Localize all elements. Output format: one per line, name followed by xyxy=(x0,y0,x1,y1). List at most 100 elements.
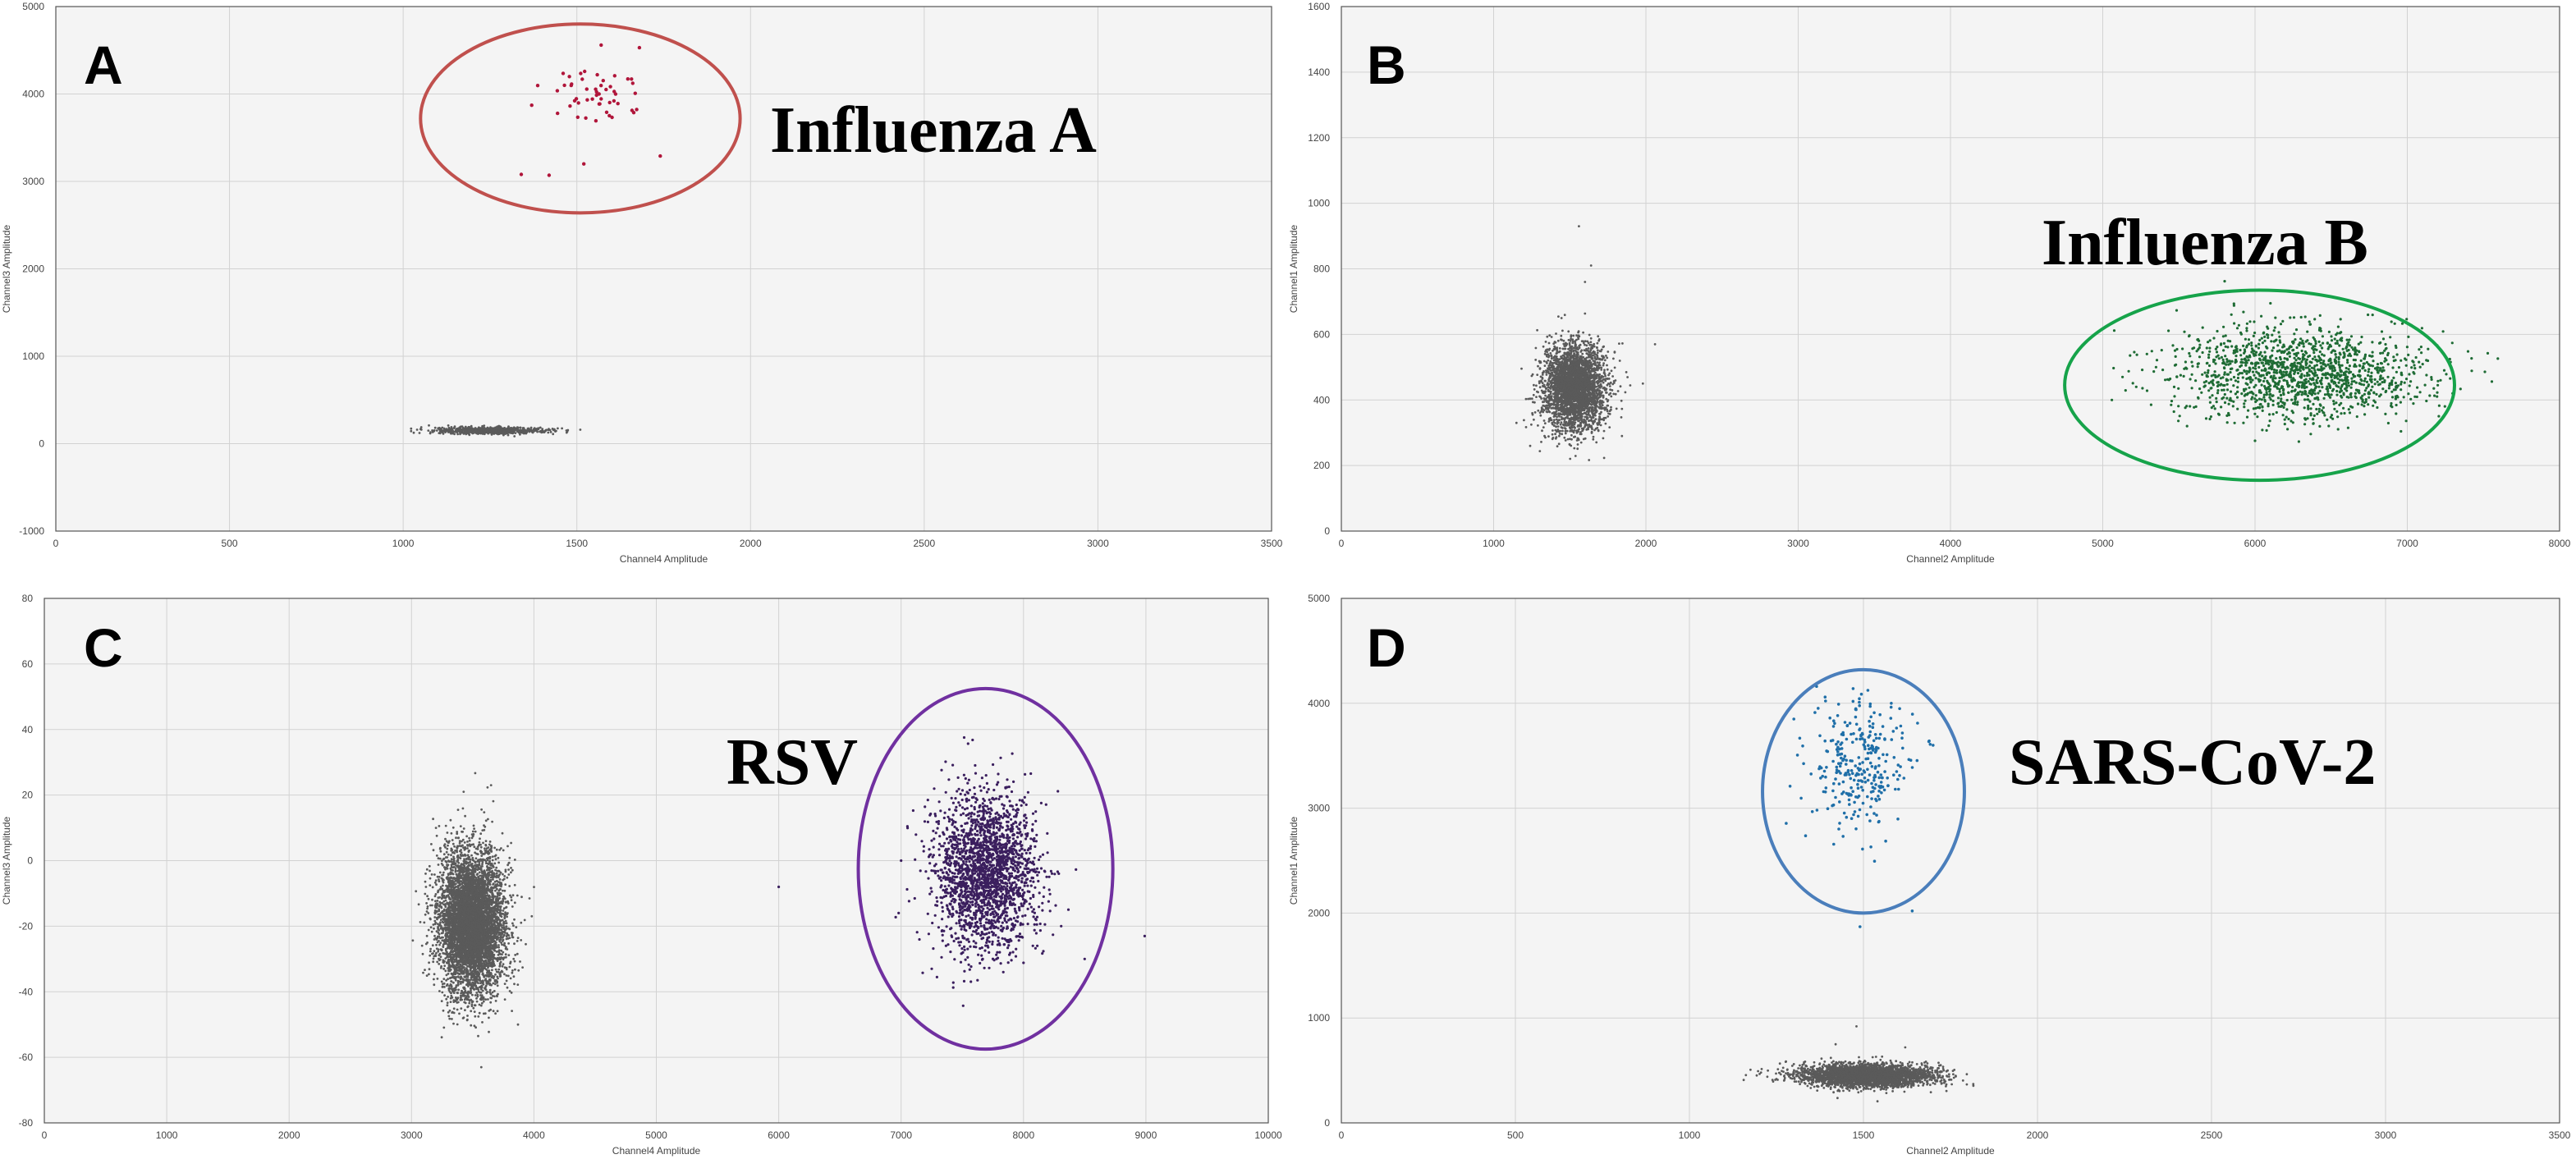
droplet-point xyxy=(2287,391,2290,394)
droplet-point xyxy=(2445,373,2448,376)
droplet-point xyxy=(1542,409,1546,412)
droplet-point xyxy=(1553,387,1556,391)
droplet-point xyxy=(2333,407,2336,410)
droplet-point xyxy=(1578,346,1581,350)
droplet-point xyxy=(2367,370,2370,373)
droplet-point xyxy=(2260,398,2263,401)
droplet-point xyxy=(1557,315,1560,318)
droplet-point xyxy=(1541,382,1544,384)
droplet-point xyxy=(2248,386,2251,389)
droplet-point xyxy=(2343,411,2346,415)
droplet-point xyxy=(1570,426,1574,429)
droplet-point xyxy=(1579,424,1582,427)
droplet-point xyxy=(2271,346,2276,350)
droplet-point xyxy=(2261,355,2264,358)
droplet-point xyxy=(2213,370,2216,373)
droplet-point xyxy=(599,97,603,101)
x-tick-label: 3000 xyxy=(1087,538,1109,549)
droplet-point xyxy=(1565,401,1567,404)
droplet-point xyxy=(2279,323,2283,326)
droplet-point xyxy=(2358,350,2361,354)
droplet-point xyxy=(1542,392,1545,395)
droplet-point xyxy=(489,431,493,433)
droplet-point xyxy=(2358,374,2362,378)
droplet-point xyxy=(1577,348,1579,351)
droplet-point xyxy=(2177,419,2180,423)
droplet-point xyxy=(1591,391,1594,394)
droplet-point xyxy=(2363,389,2367,392)
droplet-point xyxy=(1550,383,1553,385)
droplet-point xyxy=(1536,373,1539,376)
droplet-point xyxy=(1591,410,1594,413)
droplet-point xyxy=(1584,420,1587,424)
droplet-point xyxy=(2222,388,2225,392)
droplet-point xyxy=(448,428,451,431)
droplet-point xyxy=(1578,345,1581,347)
droplet-point xyxy=(2223,401,2227,405)
droplet-point xyxy=(2381,387,2385,391)
droplet-point xyxy=(1610,395,1613,398)
droplet-point xyxy=(1593,382,1596,385)
droplet-point xyxy=(2363,369,2367,372)
droplet-point xyxy=(2260,314,2263,318)
droplet-point xyxy=(2317,368,2320,371)
droplet-point xyxy=(1625,371,1628,373)
droplet-point xyxy=(517,430,520,433)
droplet-point xyxy=(2319,344,2322,347)
droplet-point xyxy=(1597,338,1601,341)
droplet-point xyxy=(1585,363,1588,365)
droplet-point xyxy=(2291,386,2294,389)
droplet-point xyxy=(2408,384,2411,387)
droplet-point xyxy=(1598,394,1602,397)
droplet-point xyxy=(1561,426,1564,429)
droplet-point xyxy=(513,428,516,432)
droplet-point xyxy=(1538,411,1542,415)
droplet-point xyxy=(1606,410,1609,413)
droplet-point xyxy=(1588,333,1591,337)
x-tick-label: 8000 xyxy=(2549,538,2571,549)
droplet-point xyxy=(2271,413,2275,416)
droplet-point xyxy=(1557,391,1560,393)
droplet-point xyxy=(1595,392,1598,395)
droplet-point xyxy=(1570,378,1573,381)
x-tick-label: 2000 xyxy=(1635,538,1657,549)
droplet-point xyxy=(1592,416,1595,419)
droplet-point xyxy=(483,424,486,427)
droplet-point xyxy=(492,428,494,432)
droplet-point xyxy=(1570,430,1574,433)
droplet-point xyxy=(1552,429,1554,432)
droplet-point xyxy=(2309,433,2312,436)
droplet-point xyxy=(1569,429,1572,433)
droplet-point xyxy=(521,431,525,433)
droplet-point xyxy=(1600,348,1603,351)
droplet-point xyxy=(510,428,512,432)
droplet-point xyxy=(1580,358,1584,361)
droplet-point xyxy=(1570,345,1574,348)
droplet-point xyxy=(539,430,543,433)
droplet-point xyxy=(1538,386,1542,389)
droplet-point xyxy=(1567,338,1570,341)
droplet-point xyxy=(1592,367,1595,370)
droplet-point xyxy=(1574,344,1577,347)
droplet-point xyxy=(439,428,442,430)
droplet-point xyxy=(410,427,413,430)
droplet-point xyxy=(2376,405,2379,410)
droplet-point xyxy=(2317,392,2320,395)
droplet-point xyxy=(464,431,467,433)
droplet-point xyxy=(1572,436,1575,438)
droplet-point xyxy=(1571,390,1574,392)
droplet-point xyxy=(1578,358,1581,361)
droplet-point xyxy=(2189,355,2192,358)
droplet-point xyxy=(1549,398,1552,401)
droplet-point xyxy=(472,432,475,434)
droplet-point xyxy=(2345,366,2348,370)
droplet-point-outlier xyxy=(551,428,554,430)
droplet-point xyxy=(1546,355,1548,358)
droplet-point xyxy=(1597,418,1601,420)
droplet-point xyxy=(1579,416,1582,419)
droplet-point xyxy=(1583,349,1586,352)
droplet-point xyxy=(450,426,453,428)
droplet-point xyxy=(1602,364,1605,367)
droplet-point xyxy=(2198,346,2201,350)
droplet-point xyxy=(1558,377,1561,380)
